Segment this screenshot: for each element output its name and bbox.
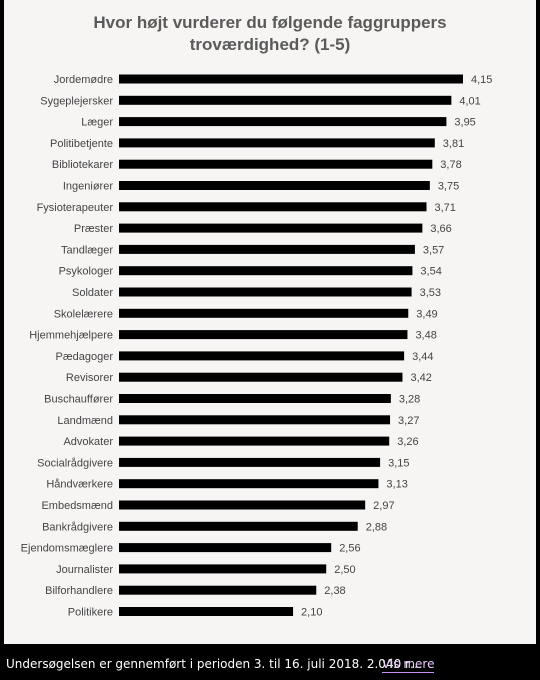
- category-label: Sygeplejersker: [40, 95, 113, 107]
- value-label: 2,88: [366, 521, 387, 533]
- category-label: Ejendomsmæglere: [21, 543, 113, 555]
- chart-title: Hvor højt vurderer du følgende faggruppe…: [4, 12, 536, 56]
- value-label: 3,27: [398, 415, 419, 427]
- value-label: 3,42: [410, 372, 431, 384]
- caption-text: Undersøgelsen er gennemført i perioden 3…: [6, 657, 422, 671]
- category-label: Landmænd: [57, 415, 113, 427]
- category-label: Jordemødre: [54, 74, 113, 86]
- category-label: Politikere: [68, 607, 113, 619]
- bar-chart: Jordemødre 4,15 Sygeplejersker 4,01 Læger 3,9…: [21, 74, 493, 619]
- value-label: 2,38: [324, 585, 345, 597]
- value-label: 3,81: [443, 138, 464, 150]
- category-label: Bibliotekarer: [52, 159, 113, 171]
- bar: [119, 436, 390, 446]
- category-label: Politibetjente: [50, 138, 113, 150]
- value-label: 2,10: [301, 607, 322, 619]
- category-label: Præster: [74, 223, 113, 235]
- value-label: 2,97: [373, 500, 394, 512]
- category-label: Journalister: [56, 564, 113, 576]
- bar: [119, 181, 430, 190]
- category-label: Socialrådgivere: [37, 457, 113, 469]
- value-label: 3,78: [440, 159, 461, 171]
- bar: [119, 457, 381, 467]
- category-label: Advokater: [63, 436, 113, 448]
- bar: [119, 95, 452, 105]
- value-label: 3,57: [423, 244, 444, 256]
- bar: [119, 330, 408, 340]
- value-label: 3,75: [438, 181, 459, 193]
- bar: [119, 372, 403, 382]
- value-label: 3,66: [430, 223, 451, 235]
- bar: [119, 159, 433, 169]
- bar: [119, 138, 435, 148]
- bar: [119, 564, 327, 574]
- bar: [119, 415, 391, 425]
- category-label: Håndværkere: [46, 479, 113, 491]
- value-label: 3,48: [415, 330, 436, 342]
- bar: [119, 585, 317, 595]
- bar: [119, 521, 358, 531]
- bar: [119, 500, 366, 510]
- category-label: Bankrådgivere: [42, 521, 113, 533]
- bar: [119, 202, 427, 212]
- category-label: Fysioterapeuter: [37, 202, 114, 214]
- category-label: Skolelærere: [54, 308, 113, 320]
- bar: [119, 244, 415, 254]
- chart-panel: Hvor højt vurderer du følgende faggruppe…: [4, 0, 536, 644]
- value-label: 4,15: [471, 74, 492, 86]
- category-label: Pædagoger: [56, 351, 114, 363]
- value-label: 2,50: [334, 564, 355, 576]
- bar: [119, 394, 391, 403]
- value-label: 3,49: [416, 308, 437, 320]
- value-label: 3,95: [454, 117, 475, 129]
- value-label: 3,53: [420, 287, 441, 299]
- chart-title-line-2: troværdighed? (1-5): [189, 35, 351, 54]
- bar: [119, 117, 447, 127]
- value-label: 4,01: [459, 95, 480, 107]
- bar: [119, 266, 413, 276]
- chart-title-line-1: Hvor højt vurderer du følgende faggruppe…: [93, 13, 447, 32]
- bar: [119, 74, 463, 84]
- bar: [119, 543, 332, 553]
- category-label: Bilforhandlere: [45, 585, 113, 597]
- bar: [119, 308, 409, 318]
- caption-bar: Undersøgelsen er gennemført i perioden 3…: [0, 648, 540, 680]
- category-label: Hjemmehjælpere: [29, 330, 113, 342]
- bar: [119, 351, 405, 361]
- category-label: Buschauffører: [44, 394, 113, 406]
- value-label: 3,54: [420, 266, 441, 278]
- value-label: 3,15: [388, 457, 409, 469]
- see-more-link[interactable]: Vis mere: [382, 648, 435, 680]
- bar: [119, 479, 379, 489]
- bar: [119, 607, 294, 616]
- bar: [119, 223, 423, 233]
- category-label: Embedsmænd: [41, 500, 113, 512]
- category-label: Ingeniører: [63, 181, 113, 193]
- category-label: Psykologer: [59, 266, 114, 278]
- category-label: Revisorer: [66, 372, 113, 384]
- value-label: 3,28: [399, 394, 420, 406]
- value-label: 3,71: [435, 202, 456, 214]
- value-label: 2,56: [339, 543, 360, 555]
- category-label: Soldater: [72, 287, 113, 299]
- value-label: 3,26: [397, 436, 418, 448]
- category-label: Læger: [81, 117, 113, 129]
- bar: [119, 287, 412, 297]
- category-label: Tandlæger: [61, 244, 113, 256]
- value-label: 3,44: [412, 351, 433, 363]
- value-label: 3,13: [386, 479, 407, 491]
